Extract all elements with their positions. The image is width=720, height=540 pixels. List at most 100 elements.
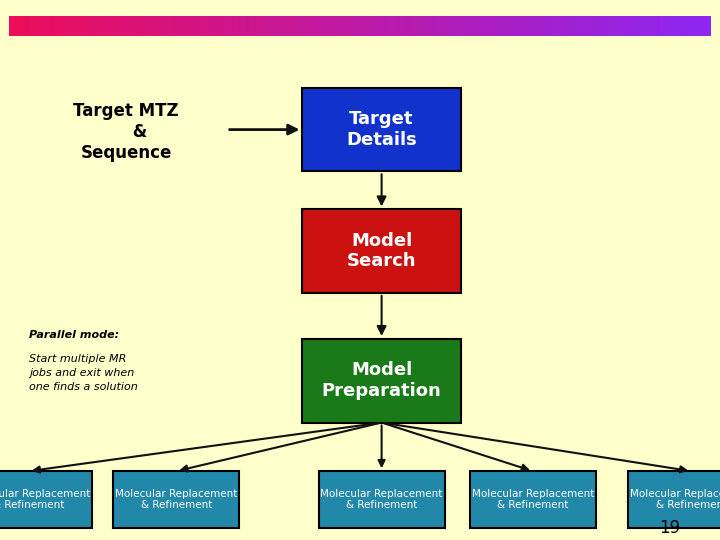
Bar	[35, 16, 37, 36]
Bar	[622, 16, 625, 36]
Bar	[156, 16, 158, 36]
Bar	[325, 16, 327, 36]
Bar	[400, 16, 402, 36]
Bar	[706, 16, 709, 36]
Bar	[334, 16, 336, 36]
Bar	[177, 16, 179, 36]
Bar	[229, 16, 231, 36]
Bar	[114, 16, 117, 36]
Bar	[166, 16, 168, 36]
Bar	[11, 16, 14, 36]
Bar	[158, 16, 161, 36]
Bar	[257, 16, 259, 36]
Bar	[182, 16, 184, 36]
Bar	[526, 16, 528, 36]
Bar	[489, 16, 491, 36]
Bar	[341, 16, 343, 36]
Bar	[374, 16, 377, 36]
Bar	[287, 16, 289, 36]
Bar	[405, 16, 407, 36]
Bar	[355, 16, 358, 36]
Bar	[456, 16, 459, 36]
Bar	[590, 16, 592, 36]
Bar	[653, 16, 655, 36]
Bar	[580, 16, 582, 36]
Bar	[16, 16, 18, 36]
Bar	[545, 16, 547, 36]
Bar	[575, 16, 578, 36]
Bar	[646, 16, 648, 36]
Bar	[433, 16, 435, 36]
Bar	[360, 16, 362, 36]
Bar	[20, 16, 23, 36]
FancyBboxPatch shape	[469, 471, 596, 528]
Bar	[161, 16, 163, 36]
Bar	[421, 16, 423, 36]
Bar	[199, 16, 201, 36]
Bar	[112, 16, 114, 36]
Bar	[203, 16, 205, 36]
Bar	[294, 16, 297, 36]
Text: Molecular Replacement
& Refinement: Molecular Replacement & Refinement	[630, 489, 720, 510]
Bar	[414, 16, 416, 36]
Bar	[154, 16, 156, 36]
Bar	[524, 16, 526, 36]
Bar	[86, 16, 89, 36]
Bar	[599, 16, 601, 36]
Bar	[276, 16, 278, 36]
Bar	[678, 16, 681, 36]
Bar	[367, 16, 369, 36]
Bar	[261, 16, 264, 36]
Bar	[269, 16, 271, 36]
Bar	[451, 16, 454, 36]
Bar	[629, 16, 631, 36]
Bar	[46, 16, 48, 36]
Bar	[138, 16, 140, 36]
Bar	[702, 16, 704, 36]
Bar	[390, 16, 393, 36]
Bar	[128, 16, 130, 36]
Bar	[117, 16, 119, 36]
Bar	[381, 16, 384, 36]
Bar	[14, 16, 16, 36]
Bar	[655, 16, 657, 36]
Bar	[372, 16, 374, 36]
Bar	[308, 16, 311, 36]
Bar	[449, 16, 451, 36]
Bar	[23, 16, 25, 36]
Bar	[292, 16, 294, 36]
Bar	[688, 16, 690, 36]
Bar	[215, 16, 217, 36]
Bar	[384, 16, 386, 36]
FancyBboxPatch shape	[319, 471, 444, 528]
Text: Target
Details: Target Details	[346, 110, 417, 149]
Bar	[519, 16, 521, 36]
Bar	[463, 16, 465, 36]
Bar	[594, 16, 597, 36]
Bar	[208, 16, 210, 36]
Bar	[620, 16, 622, 36]
Bar	[212, 16, 215, 36]
Bar	[582, 16, 585, 36]
Bar	[365, 16, 367, 36]
Bar	[601, 16, 603, 36]
Bar	[493, 16, 496, 36]
Bar	[534, 16, 536, 36]
Bar	[196, 16, 199, 36]
Bar	[39, 16, 42, 36]
Bar	[98, 16, 100, 36]
Bar	[283, 16, 285, 36]
Bar	[222, 16, 224, 36]
Bar	[76, 16, 79, 36]
Bar	[44, 16, 46, 36]
Bar	[351, 16, 353, 36]
Bar	[562, 16, 564, 36]
Bar	[650, 16, 653, 36]
Bar	[311, 16, 313, 36]
Bar	[627, 16, 629, 36]
Bar	[597, 16, 599, 36]
Bar	[346, 16, 348, 36]
Bar	[236, 16, 238, 36]
Bar	[37, 16, 39, 36]
Bar	[517, 16, 519, 36]
